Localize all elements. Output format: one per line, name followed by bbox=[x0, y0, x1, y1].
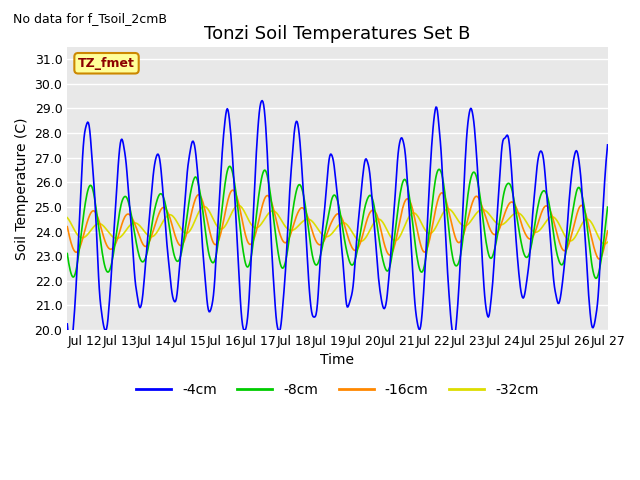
Y-axis label: Soil Temperature (C): Soil Temperature (C) bbox=[15, 117, 29, 260]
Text: No data for f_Tsoil_2cmB: No data for f_Tsoil_2cmB bbox=[13, 12, 167, 25]
X-axis label: Time: Time bbox=[321, 353, 355, 368]
Title: Tonzi Soil Temperatures Set B: Tonzi Soil Temperatures Set B bbox=[204, 24, 470, 43]
Legend: -4cm, -8cm, -16cm, -32cm: -4cm, -8cm, -16cm, -32cm bbox=[131, 377, 545, 402]
Text: TZ_fmet: TZ_fmet bbox=[78, 57, 135, 70]
